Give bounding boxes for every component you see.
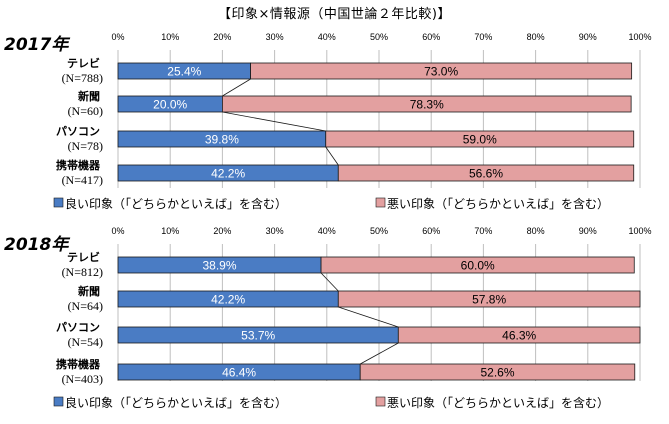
data-label-bad: 60.0%	[461, 259, 495, 273]
series-connector-line	[222, 111, 326, 132]
x-tick-label: 10%	[161, 32, 179, 42]
legend-swatch-good	[53, 396, 64, 407]
x-tick-label: 80%	[527, 32, 545, 42]
legend-label-good: 良い印象（「どちらかといえば」を含む）	[65, 395, 287, 410]
x-tick-label: 20%	[213, 32, 231, 42]
x-tick-label: 90%	[579, 226, 597, 236]
legend-label-bad: 悪い印象（「どちらかといえば」を含む）	[387, 196, 609, 211]
x-tick-label: 60%	[422, 32, 440, 42]
data-label-good: 46.4%	[222, 366, 256, 380]
sample-size-label: (N=812)	[62, 265, 103, 279]
bar-bad-impression	[337, 164, 635, 182]
category-label: パソコン	[56, 321, 100, 334]
data-label-bad: 56.6%	[469, 167, 503, 181]
sample-size-label: (N=64)	[68, 299, 103, 313]
x-tick-label: 80%	[527, 226, 545, 236]
data-label-bad: 78.3%	[410, 98, 444, 112]
data-label-bad: 52.6%	[480, 366, 514, 380]
x-tick-label: 0%	[111, 226, 124, 236]
legend-label-bad: 悪い印象（「どちらかといえば」を含む）	[387, 395, 609, 410]
x-tick-label: 40%	[318, 32, 336, 42]
x-tick-label: 50%	[370, 226, 388, 236]
series-connector-line	[338, 306, 399, 328]
x-tick-label: 0%	[111, 32, 124, 42]
page-title: 【印象×情報源（中国世論２年比較)】	[218, 7, 451, 22]
sample-size-label: (N=417)	[62, 173, 103, 187]
x-tick-label: 100%	[628, 226, 651, 236]
legend-swatch-good	[53, 197, 64, 208]
data-label-bad: 57.8%	[472, 293, 506, 307]
data-label-good: 20.0%	[153, 98, 187, 112]
bar-bad-impression	[359, 363, 636, 381]
sample-size-label: (N=60)	[68, 104, 103, 118]
x-tick-label: 50%	[370, 32, 388, 42]
series-connector-line	[360, 342, 399, 365]
category-label: パソコン	[56, 125, 100, 138]
x-tick-label: 60%	[422, 226, 440, 236]
legend-label-good: 良い印象（「どちらかといえば」を含む）	[65, 196, 287, 211]
bar-bad-impression	[325, 130, 635, 148]
series-connector-line	[222, 78, 251, 97]
data-label-bad: 73.0%	[424, 65, 458, 79]
year-label: 2018年	[4, 235, 70, 255]
bar-bad-impression	[337, 290, 641, 308]
x-tick-label: 90%	[579, 32, 597, 42]
data-label-good: 42.2%	[211, 293, 245, 307]
x-tick-label: 20%	[213, 226, 231, 236]
sample-size-label: (N=54)	[68, 335, 103, 349]
sample-size-label: (N=403)	[62, 372, 103, 386]
x-tick-label: 70%	[474, 32, 492, 42]
data-label-bad: 46.3%	[502, 329, 536, 343]
sample-size-label: (N=78)	[68, 139, 103, 153]
data-label-good: 42.2%	[211, 167, 245, 181]
series-connector-line	[320, 272, 339, 292]
legend-swatch-bad	[375, 197, 386, 208]
bar-bad-impression	[320, 256, 635, 274]
category-label: 携帯機器	[56, 158, 101, 172]
series-connector-line	[325, 146, 339, 166]
data-label-good: 39.8%	[205, 133, 239, 147]
category-label: 新聞	[78, 89, 100, 103]
bar-bad-impression	[221, 95, 632, 113]
data-label-good: 38.9%	[203, 259, 237, 273]
category-label: テレビ	[67, 250, 100, 264]
bar-bad-impression	[397, 326, 641, 344]
x-tick-label: 70%	[474, 226, 492, 236]
sample-size-label: (N=788)	[62, 71, 103, 85]
x-tick-label: 10%	[161, 226, 179, 236]
x-tick-label: 100%	[628, 32, 651, 42]
data-label-good: 53.7%	[241, 329, 275, 343]
x-tick-label: 30%	[266, 226, 284, 236]
category-label: テレビ	[67, 56, 100, 70]
data-label-bad: 59.0%	[463, 133, 497, 147]
legend-swatch-bad	[375, 396, 386, 407]
x-tick-label: 30%	[266, 32, 284, 42]
x-tick-label: 40%	[318, 226, 336, 236]
category-label: 新聞	[78, 284, 100, 298]
bar-bad-impression	[250, 62, 633, 80]
category-label: 携帯機器	[56, 357, 101, 371]
year-label: 2017年	[4, 35, 70, 55]
data-label-good: 25.4%	[167, 65, 201, 79]
